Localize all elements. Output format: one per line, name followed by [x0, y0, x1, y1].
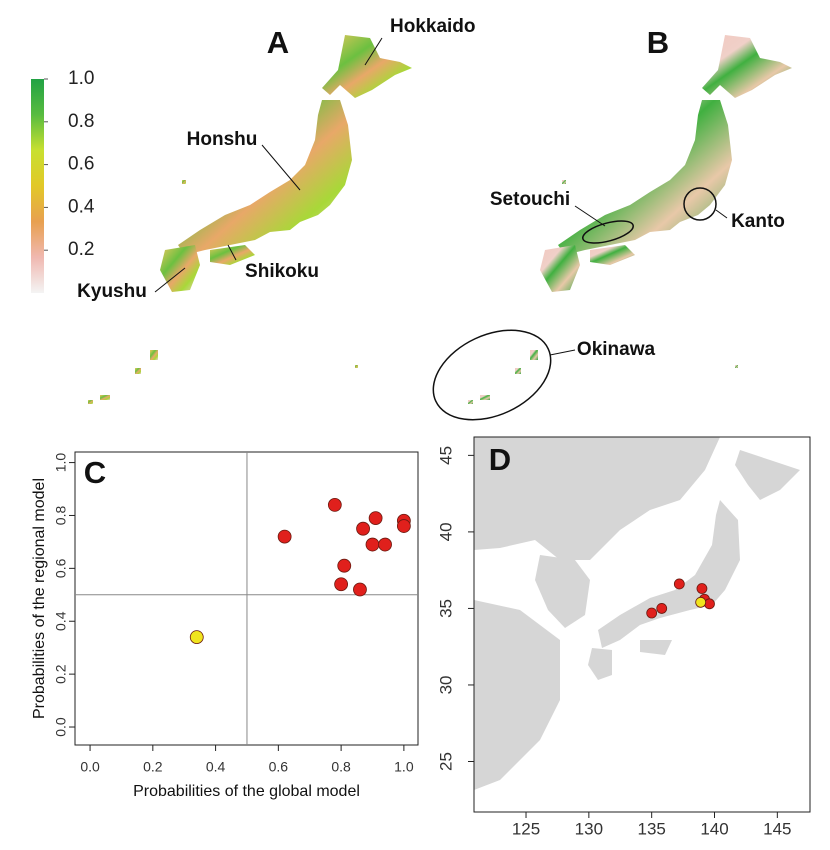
- x-tick-label: 0.0: [80, 759, 100, 775]
- x-tick-label: 0.4: [206, 759, 226, 775]
- region-label: Honshu: [187, 129, 258, 150]
- highlight-ellipse: [432, 329, 552, 421]
- point: [189, 630, 204, 645]
- colorbar-tick-label: 1.0: [68, 68, 94, 89]
- colorbar-tick-label: 0.2: [68, 239, 94, 260]
- point: [365, 537, 380, 552]
- point: [356, 521, 370, 536]
- leader-line: [574, 205, 606, 227]
- y-tick-label: 35: [436, 599, 455, 618]
- x-tick-label: 0.8: [331, 759, 351, 775]
- panel-label: A: [267, 25, 289, 60]
- colorbar: [31, 79, 44, 293]
- point: [704, 598, 715, 610]
- point: [656, 603, 668, 614]
- colorbar-tick-label: 0.6: [68, 154, 94, 175]
- map-a: [88, 35, 412, 404]
- plot-frame: [473, 436, 811, 813]
- point: [378, 537, 392, 552]
- point: [277, 529, 292, 544]
- point: [695, 596, 707, 608]
- y-tick-label: 0.2: [53, 664, 69, 684]
- x-tick-label: 1.0: [394, 759, 414, 775]
- x-tick-label: 140: [700, 819, 728, 838]
- point: [696, 583, 708, 594]
- basemap-d: [474, 437, 800, 790]
- point: [337, 558, 352, 573]
- region-label: Setouchi: [490, 189, 570, 210]
- point: [396, 519, 411, 533]
- leader-line: [549, 349, 576, 356]
- panel-label: D: [489, 442, 511, 477]
- x-axis-label: Probabilities of the global model: [133, 783, 360, 800]
- x-tick-label: 125: [512, 819, 540, 838]
- panel-label: B: [647, 25, 669, 60]
- x-tick-label: 0.6: [269, 759, 289, 775]
- y-tick-label: 45: [436, 446, 455, 465]
- leader-line: [154, 267, 186, 293]
- highlight-ellipse: [582, 220, 634, 244]
- point: [673, 578, 685, 590]
- region-label: Okinawa: [577, 339, 656, 360]
- y-tick-label: 40: [436, 522, 455, 541]
- colorbar-tick-label: 0.4: [68, 196, 95, 217]
- x-tick-label: 130: [575, 819, 603, 838]
- point: [353, 582, 367, 597]
- region-label: Kyushu: [77, 281, 147, 302]
- region-label: Shikoku: [245, 261, 319, 282]
- x-tick-label: 135: [637, 819, 665, 838]
- x-tick-label: 145: [763, 819, 791, 838]
- y-tick-label: 1.0: [53, 453, 69, 473]
- y-tick-label: 0.4: [53, 611, 69, 631]
- colorbar-tick-label: 0.8: [68, 111, 94, 132]
- leader-line: [364, 37, 383, 66]
- region-label: Hokkaido: [390, 16, 476, 37]
- highlight-ellipse: [683, 187, 717, 221]
- point: [334, 577, 349, 592]
- y-tick-label: 0.6: [53, 558, 69, 578]
- point: [646, 607, 658, 619]
- y-tick-label: 30: [436, 675, 455, 694]
- point: [327, 497, 342, 512]
- y-tick-label: 0.8: [53, 506, 69, 526]
- y-tick-label: 25: [436, 752, 455, 771]
- region-label: Kanto: [731, 211, 785, 232]
- panel-label: C: [84, 455, 106, 490]
- point: [368, 511, 383, 526]
- y-axis-label: Probabilities of the regional model: [31, 478, 48, 719]
- y-tick-label: 0.0: [53, 717, 69, 737]
- leader-line: [261, 144, 301, 191]
- x-tick-label: 0.2: [143, 759, 163, 775]
- leader-line: [227, 244, 237, 261]
- leader-line: [715, 209, 728, 219]
